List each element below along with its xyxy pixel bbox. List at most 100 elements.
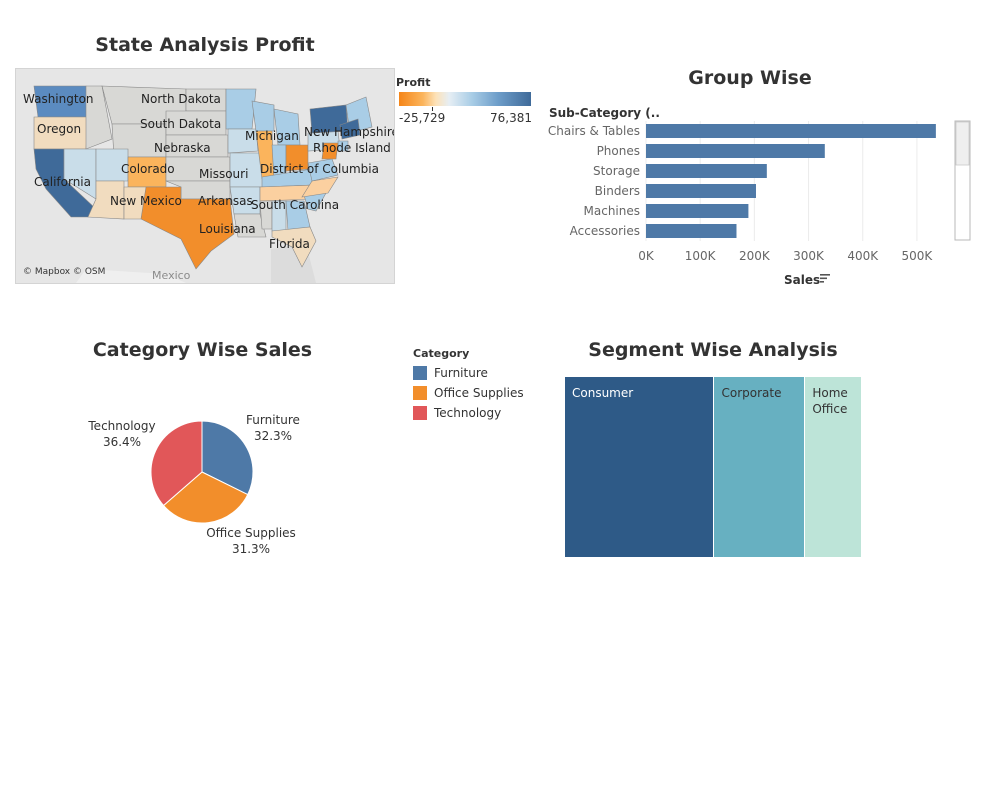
state-wisconsin: [251, 100, 275, 132]
category-label-binders[interactable]: Binders: [595, 184, 640, 198]
pie-label-value-technology: 36.4%: [103, 435, 141, 449]
profit-map[interactable]: Washington Oregon California North Dakot…: [15, 68, 395, 284]
state-label-north-dakota: North Dakota: [141, 92, 221, 106]
category-label-phones[interactable]: Phones: [597, 144, 640, 158]
state-florida: [271, 226, 317, 268]
bar-chart-canvas: Sub-Category (.. Chairs & Tables Phones St…: [548, 106, 971, 287]
map-canvas: [16, 69, 394, 283]
state-north-carolina: [301, 176, 339, 198]
treemap-label-corporate: Corporate: [721, 386, 782, 400]
state-label-south-dakota: South Dakota: [140, 117, 222, 131]
bar-chart[interactable]: Sub-Category (.. Chairs & Tables Phones St…: [545, 100, 975, 300]
category-label-machines[interactable]: Machines: [584, 204, 640, 218]
bar-storage[interactable]: [646, 164, 767, 178]
state-label-oregon: Oregon: [37, 122, 82, 136]
sales-axis-title[interactable]: Sales: [784, 273, 830, 287]
state-arizona: [87, 180, 125, 220]
x-tick-label: 500K: [902, 249, 934, 263]
state-label-district-of-columbia: District of Columbia: [260, 162, 379, 176]
legend-swatch-technology: [413, 406, 427, 420]
sort-icon[interactable]: [820, 274, 830, 283]
treemap-label-consumer: Consumer: [572, 386, 634, 400]
treemap-cell-corporate[interactable]: Corporate: [714, 377, 805, 557]
state-label-missouri: Missouri: [199, 167, 249, 181]
bar-binders[interactable]: [646, 184, 756, 198]
category-label-storage[interactable]: Storage: [593, 164, 640, 178]
profit-max-label: 76,381: [490, 111, 532, 125]
category-legend: Category Furniture Office Supplies Techn…: [413, 347, 524, 423]
bar-chart-title: Group Wise: [688, 67, 812, 89]
pie-label-value-furniture: 32.3%: [254, 429, 292, 443]
state-minnesota: [225, 88, 257, 130]
pie-chart-canvas: Furniture 32.3% Office Supplies 31.3% Te…: [87, 413, 300, 556]
category-label-chairs-tables[interactable]: Chairs & Tables: [548, 124, 640, 138]
state-louisiana: [233, 213, 267, 238]
profit-color-ramp: [399, 92, 531, 106]
bar-chairs-tables[interactable]: [646, 124, 936, 138]
state-texas: [140, 186, 235, 270]
bar-phones[interactable]: [646, 144, 825, 158]
pie-label-name-furniture: Furniture: [246, 413, 300, 427]
pie-slice-furniture[interactable]: [201, 420, 254, 496]
state-iowa: [227, 128, 259, 154]
state-label-michigan: Michigan: [245, 129, 299, 143]
state-label-washington: Washington: [23, 92, 94, 106]
category-legend-title: Category: [413, 347, 470, 360]
legend-swatch-furniture: [413, 366, 427, 380]
state-label-nebraska: Nebraska: [154, 141, 211, 155]
legend-swatch-office-supplies: [413, 386, 427, 400]
x-tick-label: 0K: [638, 249, 655, 263]
pie-slice-office-supplies[interactable]: [162, 471, 249, 524]
treemap-label-home-office: Home Office: [812, 386, 848, 416]
category-label-accessories[interactable]: Accessories: [570, 224, 640, 238]
legend-label-technology: Technology: [434, 406, 502, 420]
state-label-south-carolina: South Carolina: [251, 198, 340, 212]
bar-accessories[interactable]: [646, 224, 737, 238]
treemap-title: Segment Wise Analysis: [588, 339, 838, 361]
profit-legend: Profit -25,729 76,381: [396, 76, 536, 125]
legend-item-furniture[interactable]: Furniture: [413, 363, 524, 383]
pie-label-name-technology: Technology: [87, 419, 155, 433]
profit-zero-tick: [432, 107, 433, 111]
segment-treemap[interactable]: Consumer Corporate Home Office: [565, 377, 861, 557]
profit-legend-title: Profit: [396, 76, 431, 89]
pie-label-name-office-supplies: Office Supplies: [206, 526, 296, 540]
bar-x-axis-label: Sales: [784, 273, 820, 287]
pie-slice-technology[interactable]: [150, 420, 203, 507]
bar-y-axis-label: Sub-Category (..: [549, 106, 660, 120]
treemap-cell-consumer[interactable]: Consumer: [565, 377, 714, 557]
map-credit[interactable]: © Mapbox © OSM: [23, 267, 106, 277]
state-new-jersey: [321, 142, 339, 160]
legend-item-technology[interactable]: Technology: [413, 403, 524, 423]
state-label-colorado: Colorado: [121, 162, 175, 176]
legend-label-furniture: Furniture: [434, 366, 488, 380]
x-tick-label: 400K: [847, 249, 879, 263]
x-tick-label: 100K: [685, 249, 717, 263]
state-virginia: [307, 158, 339, 182]
state-new-hampshire: [339, 118, 361, 140]
pie-chart-title: Category Wise Sales: [92, 339, 313, 361]
state-rhode-island: [337, 140, 349, 152]
map-title: State Analysis Profit: [95, 34, 315, 56]
bar-machines[interactable]: [646, 204, 749, 218]
x-tick-label: 200K: [739, 249, 771, 263]
pie-chart[interactable]: Furniture 32.3% Office Supplies 31.3% Te…: [60, 395, 360, 570]
state-label-new-hampshire: New Hampshire: [304, 125, 395, 139]
state-label-california: California: [34, 175, 91, 189]
x-tick-label: 300K: [793, 249, 825, 263]
state-label-rhode-island: Rhode Island: [313, 141, 391, 155]
legend-label-office-supplies: Office Supplies: [434, 386, 524, 400]
legend-item-office-supplies[interactable]: Office Supplies: [413, 383, 524, 403]
treemap-cell-home-office[interactable]: Home Office: [805, 377, 861, 557]
pie-label-value-office-supplies: 31.3%: [232, 542, 270, 556]
scrollbar[interactable]: [954, 120, 971, 241]
state-label-louisiana: Louisiana: [199, 222, 256, 236]
state-label-arkansas: Arkansas: [198, 194, 253, 208]
scrollbar-thumb: [955, 121, 970, 166]
profit-min-label: -25,729: [399, 111, 446, 125]
map-label-mexico: Mexico: [152, 269, 191, 282]
state-idaho: [85, 85, 113, 150]
state-ohio: [285, 144, 309, 172]
state-label-new-mexico: New Mexico: [110, 194, 182, 208]
state-label-florida: Florida: [269, 237, 310, 251]
